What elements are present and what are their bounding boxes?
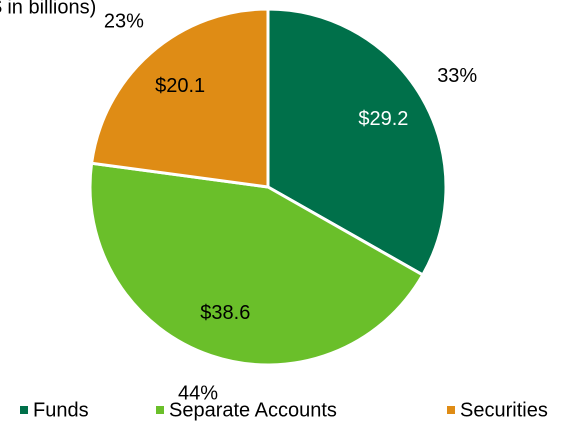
legend-label: Securities — [460, 399, 548, 421]
legend-marker — [20, 406, 28, 414]
pie-slice — [88, 161, 425, 367]
value-label: $29.2 — [358, 108, 408, 130]
percent-label: 33% — [437, 65, 477, 87]
legend-label: Funds — [33, 399, 89, 421]
percent-label: 23% — [104, 10, 144, 32]
chart-title: ($ in billions) — [0, 0, 96, 18]
legend-marker — [156, 406, 164, 414]
legend-marker — [447, 406, 455, 414]
pie-slice — [266, 7, 448, 277]
value-label: $20.1 — [155, 75, 205, 97]
legend-label: Separate Accounts — [169, 399, 337, 421]
value-label: $38.6 — [200, 302, 250, 324]
percent-label: 44% — [178, 383, 218, 405]
pie-slice — [89, 7, 270, 189]
